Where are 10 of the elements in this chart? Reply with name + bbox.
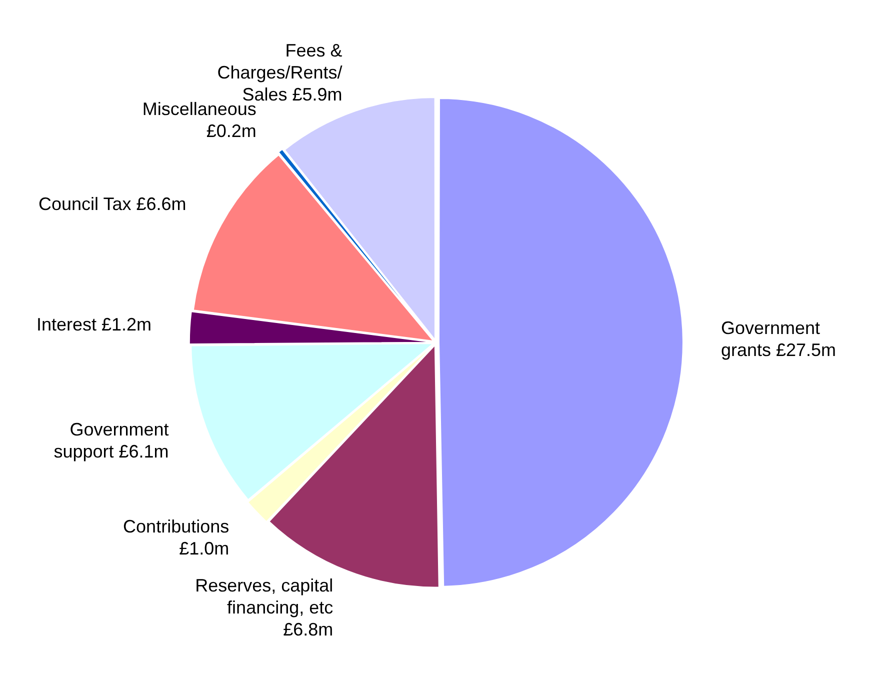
slice-label: Government support £6.1m (54, 420, 169, 462)
data-label: £0.2m (206, 121, 256, 142)
slice-label: Government grants £27.5m (720, 318, 836, 360)
slice-label: Reserves, capital financing, etc (195, 575, 334, 618)
data-label: £1.0m (179, 538, 230, 558)
slice-label: Contributions (123, 516, 230, 536)
slice-label: Fees & Charges/Rents/ Sales £5.9m (217, 40, 342, 104)
slice-label: Council Tax £6.6m (38, 194, 186, 214)
slice-label: Interest £1.2m (36, 314, 152, 334)
data-label: £6.8m (283, 619, 334, 640)
